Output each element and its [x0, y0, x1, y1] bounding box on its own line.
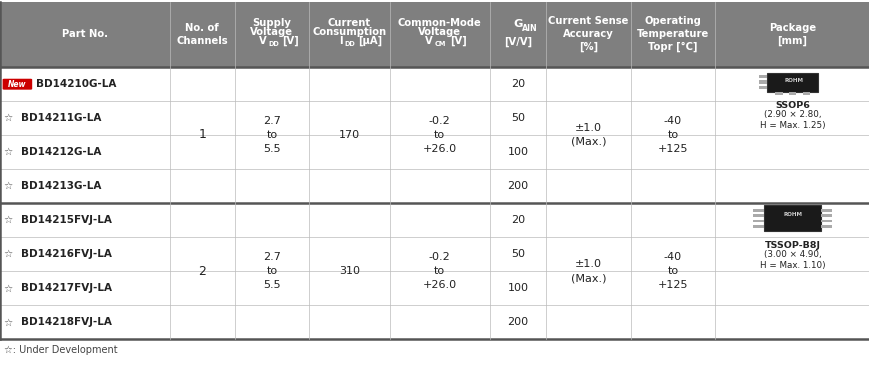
Bar [820, 225, 832, 228]
Bar [758, 85, 766, 89]
Text: Common-Mode: Common-Mode [397, 18, 481, 28]
Text: [V/V]: [V/V] [503, 37, 532, 47]
Bar [753, 209, 764, 212]
Bar [0, 2, 869, 67]
Text: DD: DD [269, 41, 279, 47]
Text: BD14210G-LA: BD14210G-LA [36, 79, 116, 89]
Bar [766, 73, 817, 92]
Text: V: V [425, 36, 433, 46]
Text: Operating
Temperature
Topr [°C]: Operating Temperature Topr [°C] [636, 16, 708, 52]
Text: Consumption: Consumption [312, 27, 386, 37]
Bar [753, 225, 764, 228]
Text: ROHM: ROHM [784, 78, 803, 83]
Bar [820, 214, 832, 217]
Text: ☆: ☆ [3, 249, 13, 259]
Text: Voltage: Voltage [250, 27, 293, 37]
Text: 50: 50 [510, 249, 525, 259]
Text: [V]: [V] [282, 36, 299, 46]
Text: G: G [514, 19, 522, 29]
Text: -40
to
+125: -40 to +125 [657, 252, 687, 290]
Text: 2.7
to
5.5: 2.7 to 5.5 [262, 116, 281, 154]
Text: 100: 100 [507, 283, 528, 293]
Text: BD14212G-LA: BD14212G-LA [21, 147, 101, 157]
FancyBboxPatch shape [3, 79, 32, 90]
Text: 2: 2 [198, 265, 206, 278]
Text: BD14211G-LA: BD14211G-LA [21, 113, 101, 123]
Bar [0, 67, 869, 101]
Text: BD14213G-LA: BD14213G-LA [21, 181, 101, 191]
Text: Package
[mm]: Package [mm] [768, 23, 815, 46]
Text: ROHM: ROHM [782, 212, 801, 217]
Text: (2.90 × 2.80,
H = Max. 1.25): (2.90 × 2.80, H = Max. 1.25) [759, 110, 825, 130]
Text: 170: 170 [338, 130, 360, 140]
Text: Voltage: Voltage [418, 27, 461, 37]
Text: TSSOP-B8J: TSSOP-B8J [764, 241, 819, 250]
Bar [801, 92, 809, 95]
Bar [0, 306, 869, 339]
Text: ±1.0
(Max.): ±1.0 (Max.) [570, 259, 606, 283]
Text: No. of
Channels: No. of Channels [176, 23, 228, 46]
Bar [758, 75, 766, 78]
Bar [753, 219, 764, 222]
Bar [820, 219, 832, 222]
Text: 100: 100 [507, 147, 528, 157]
Bar [820, 209, 832, 212]
Text: BD14215FVJ-LA: BD14215FVJ-LA [21, 215, 111, 225]
Text: Supply: Supply [252, 18, 291, 28]
Text: Current: Current [328, 18, 370, 28]
Text: SSOP6: SSOP6 [774, 101, 809, 110]
Text: 50: 50 [510, 113, 525, 123]
Bar [0, 169, 869, 203]
Text: 200: 200 [507, 318, 528, 327]
Text: ☆: ☆ [3, 181, 13, 191]
Text: New: New [8, 80, 27, 89]
Text: ☆: ☆ [3, 318, 13, 327]
Text: [μA]: [μA] [358, 36, 381, 46]
Bar [788, 92, 796, 95]
Text: ☆: ☆ [3, 147, 13, 157]
Text: -0.2
to
+26.0: -0.2 to +26.0 [422, 116, 456, 154]
Bar [0, 203, 869, 237]
Text: ☆: ☆ [3, 215, 13, 225]
Text: Current Sense
Accuracy
[%]: Current Sense Accuracy [%] [547, 16, 628, 52]
Bar [758, 80, 766, 84]
Text: ±1.0
(Max.): ±1.0 (Max.) [570, 123, 606, 147]
Text: 2.7
to
5.5: 2.7 to 5.5 [262, 252, 281, 290]
Text: V: V [259, 36, 266, 46]
Text: CM: CM [434, 41, 446, 47]
Text: (3.00 × 4.90,
H = Max. 1.10): (3.00 × 4.90, H = Max. 1.10) [759, 250, 825, 270]
Text: ☆: Under Development: ☆: Under Development [4, 345, 118, 355]
Text: BD14216FVJ-LA: BD14216FVJ-LA [21, 249, 111, 259]
Text: ☆: ☆ [3, 283, 13, 293]
Text: 20: 20 [510, 79, 525, 89]
Text: BD14217FVJ-LA: BD14217FVJ-LA [21, 283, 112, 293]
Text: Part No.: Part No. [62, 29, 108, 39]
Bar [753, 214, 764, 217]
Text: BD14218FVJ-LA: BD14218FVJ-LA [21, 318, 111, 327]
Text: -40
to
+125: -40 to +125 [657, 116, 687, 154]
Bar [774, 92, 782, 95]
Bar [764, 205, 820, 231]
Text: 20: 20 [510, 215, 525, 225]
Text: 310: 310 [338, 266, 360, 276]
Text: I: I [338, 36, 342, 46]
Bar [0, 101, 869, 135]
Text: ☆: ☆ [3, 113, 13, 123]
Text: DD: DD [344, 41, 355, 47]
Bar [0, 237, 869, 271]
Bar [0, 135, 869, 169]
Bar [0, 271, 869, 306]
Text: 1: 1 [198, 128, 206, 142]
Text: [V]: [V] [450, 36, 467, 46]
Text: 200: 200 [507, 181, 528, 191]
Text: AIN: AIN [522, 24, 537, 33]
Text: -0.2
to
+26.0: -0.2 to +26.0 [422, 252, 456, 290]
